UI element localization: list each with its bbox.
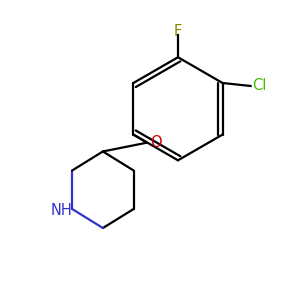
- Text: F: F: [174, 24, 182, 39]
- Text: Cl: Cl: [252, 79, 266, 94]
- Text: O: O: [150, 135, 162, 150]
- Text: NH: NH: [51, 203, 73, 218]
